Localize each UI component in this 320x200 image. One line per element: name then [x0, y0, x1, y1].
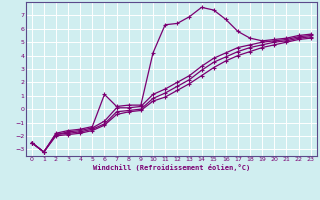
X-axis label: Windchill (Refroidissement éolien,°C): Windchill (Refroidissement éolien,°C)	[92, 164, 250, 171]
